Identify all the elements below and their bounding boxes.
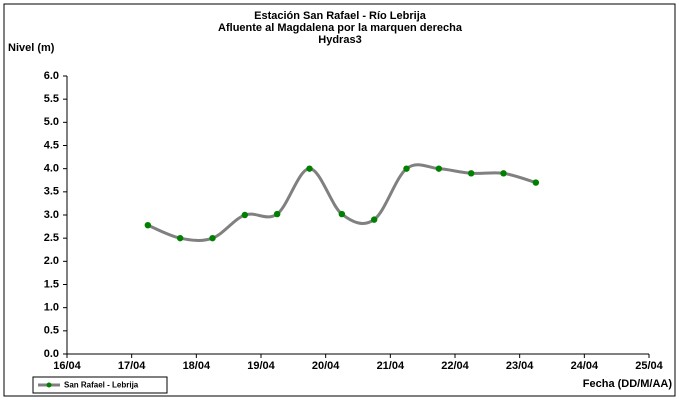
x-tick-label: 18/04 [183, 360, 211, 372]
x-tick-label: 22/04 [441, 360, 469, 372]
y-tick-label: 6.0 [44, 70, 59, 82]
x-tick-label: 17/04 [118, 360, 146, 372]
legend-label: San Rafael - Lebrija [64, 381, 139, 390]
y-tick-label: 3.0 [44, 209, 59, 221]
y-tick-label: 5.0 [44, 116, 59, 128]
data-point [273, 210, 281, 218]
data-point [176, 234, 184, 242]
y-tick-label: 2.5 [44, 232, 59, 244]
data-point [144, 221, 152, 229]
x-tick-label: 24/04 [571, 360, 599, 372]
y-tick-label: 0.5 [44, 325, 59, 337]
data-point [532, 179, 540, 186]
data-point [306, 165, 313, 172]
x-tick-label: 16/04 [53, 360, 81, 372]
y-tick-label: 3.5 [44, 186, 59, 198]
data-point [435, 165, 443, 172]
chart-subtitle: Hydras3 [318, 34, 361, 46]
y-tick-label: 2.0 [44, 255, 59, 267]
y-tick-label: 1.5 [44, 278, 59, 290]
y-tick-label: 0.0 [44, 348, 59, 360]
legend-marker [46, 382, 52, 388]
data-point [500, 170, 507, 177]
x-axis-label: Fecha (DD/M/AA) [583, 378, 673, 390]
x-tick-label: 21/04 [377, 360, 405, 372]
data-point [403, 165, 410, 172]
x-tick-label: 20/04 [312, 360, 340, 372]
data-point [338, 210, 346, 218]
y-tick-label: 4.0 [44, 163, 59, 175]
y-tick-label: 1.0 [44, 302, 59, 314]
chart-border [3, 3, 676, 397]
legend-box [32, 376, 168, 394]
x-tick-label: 23/04 [506, 360, 534, 372]
y-axis-label: Nivel (m) [8, 42, 55, 54]
data-point [241, 211, 249, 219]
x-tick-label: 25/04 [635, 360, 663, 372]
y-tick-label: 5.5 [44, 93, 59, 105]
chart-title: Estación San Rafael - Río Lebrija [254, 10, 427, 22]
chart-subtitle: Afluente al Magdalena por la marquen der… [218, 22, 463, 34]
x-tick-label: 19/04 [247, 360, 275, 372]
data-point [370, 216, 378, 223]
data-point [209, 234, 216, 242]
data-point [467, 170, 475, 177]
y-tick-label: 4.5 [44, 139, 59, 151]
